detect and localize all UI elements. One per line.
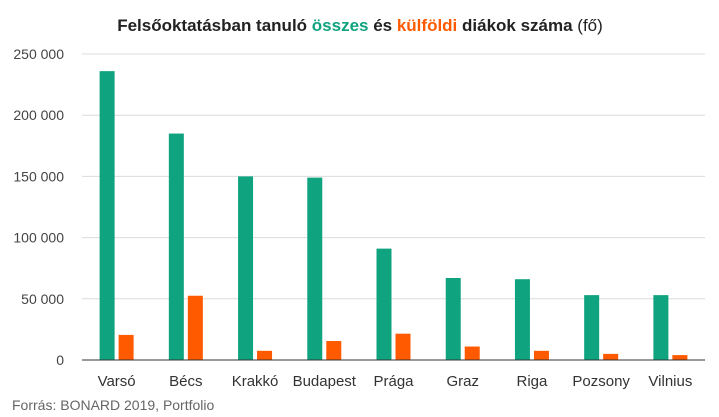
y-tick-label: 100 000 (13, 230, 64, 246)
x-tick-label: Budapest (293, 373, 357, 390)
bar-kulfoldi (603, 353, 619, 360)
title-part-3: és (368, 16, 396, 35)
title-part-1: Felsőoktatásban tanuló (117, 16, 312, 35)
y-tick-label: 50 000 (21, 291, 64, 307)
bar-osszes (653, 295, 669, 360)
x-tick-label: Vilnius (648, 373, 692, 390)
y-tick-label: 200 000 (13, 107, 64, 123)
bar-osszes (168, 133, 184, 360)
x-tick-label: Varsó (98, 373, 136, 390)
grid-lines (82, 53, 705, 300)
x-tick-label: Graz (446, 373, 479, 390)
bar-osszes (584, 295, 600, 360)
title-kulfoldi-highlight: külföldi (397, 16, 457, 35)
bar-kulfoldi (395, 333, 411, 360)
y-tick-label: 250 000 (13, 46, 64, 62)
chart-title: Felsőoktatásban tanuló összes és külföld… (117, 16, 603, 35)
bar-kulfoldi (326, 341, 342, 360)
x-tick-label: Riga (517, 373, 549, 390)
x-tick-label: Krakkó (232, 373, 279, 390)
bar-osszes (307, 177, 323, 360)
bar-kulfoldi (118, 334, 134, 360)
title-part-5: diákok száma (457, 16, 573, 35)
title-unit: (fő) (573, 16, 603, 35)
bar-kulfoldi (257, 350, 273, 360)
x-tick-label: Pozsony (572, 373, 630, 390)
bar-kulfoldi (672, 355, 688, 360)
bar-kulfoldi (464, 346, 480, 360)
title-osszes-highlight: összes (312, 16, 369, 35)
x-tick-label: Bécs (169, 373, 202, 390)
bar-osszes (445, 277, 461, 360)
bars (99, 71, 688, 361)
bar-kulfoldi (187, 295, 203, 360)
bar-osszes (514, 279, 530, 360)
y-tick-label: 0 (56, 352, 64, 368)
x-axis-tick-labels: Varsó Bécs Krakkó Budapest Prága Graz Riga Pozs… (98, 373, 693, 390)
bar-osszes (238, 176, 254, 360)
x-tick-label: Prága (373, 373, 414, 390)
y-tick-label: 150 000 (13, 168, 64, 184)
y-axis-tick-labels: 0 50 000 100 000 150 000 200 000 250 000 (13, 46, 64, 368)
bar-osszes (376, 248, 392, 360)
source-note: Forrás: BONARD 2019, Portfolio (12, 397, 215, 413)
bar-kulfoldi (533, 350, 549, 360)
bar-osszes (99, 71, 115, 361)
